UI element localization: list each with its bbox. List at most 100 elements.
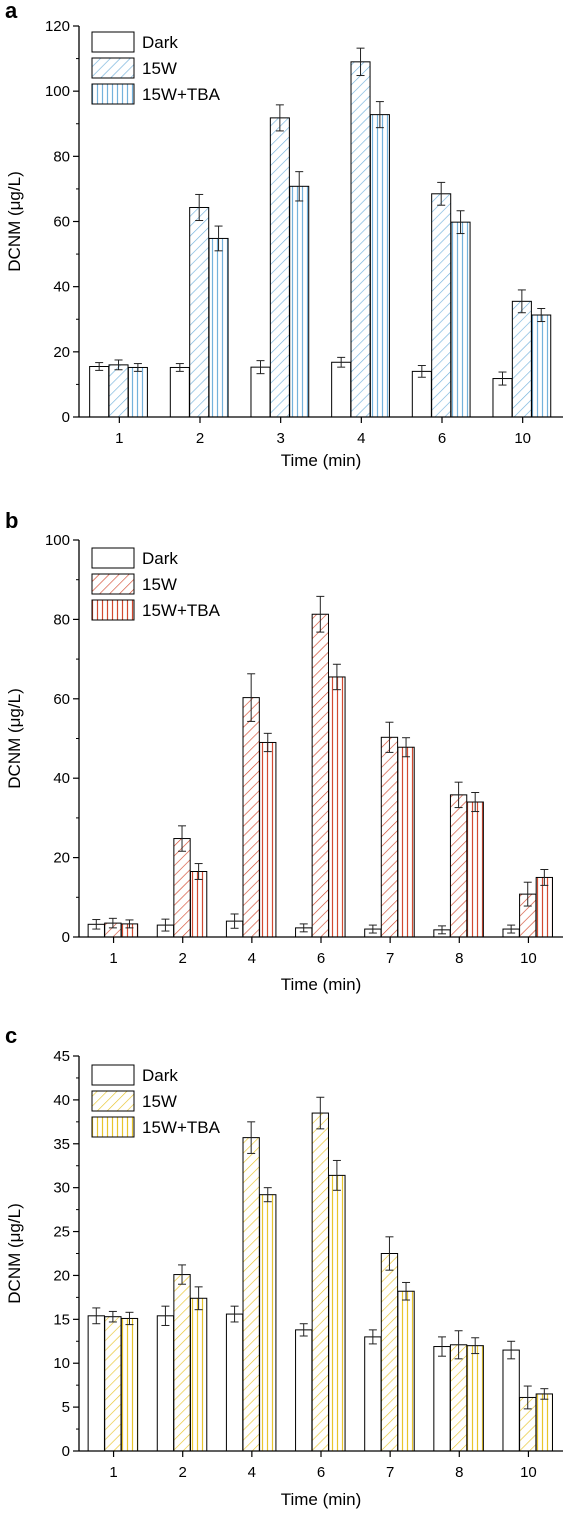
chart-panel-a: a 0 20 40 60 80 100 120 1 2 3 4 6 10 Time (min) DCNM (μ…	[5, 0, 563, 470]
x-tick-label: 10	[520, 1464, 537, 1481]
legend-label: Dark	[142, 549, 178, 568]
error-bar	[295, 171, 304, 202]
error-bar	[498, 371, 507, 386]
x-tick-label: 2	[179, 950, 187, 967]
legend-swatch-diagonal	[91, 1090, 135, 1112]
error-bar	[437, 181, 446, 206]
legend-label: 15W	[142, 59, 177, 78]
y-tick-label: 20	[53, 850, 70, 867]
bar-vertical-1	[120, 1317, 139, 1452]
error-bar	[178, 1264, 187, 1285]
error-bar	[299, 1323, 308, 1337]
error-bar	[356, 47, 365, 77]
y-tick-label: 120	[45, 18, 70, 35]
bar-diagonal-7	[380, 1253, 399, 1452]
x-tick-label: 8	[455, 1464, 463, 1481]
legend-label: Dark	[142, 33, 178, 52]
bar-diagonal-7	[380, 736, 399, 938]
error-bar	[256, 360, 265, 375]
panel-label: a	[5, 0, 18, 23]
bar-vertical-2	[189, 1297, 208, 1452]
x-axis-title: Time (min)	[281, 451, 362, 470]
error-bar	[507, 924, 516, 934]
bar-vertical-7	[397, 746, 415, 938]
error-bar	[194, 1286, 203, 1311]
error-bar	[540, 1388, 549, 1400]
error-bar	[133, 363, 142, 372]
y-tick-label: 5	[62, 1399, 70, 1416]
bar-none-6	[411, 370, 432, 418]
error-bar	[523, 881, 532, 907]
x-tick-label: 4	[248, 950, 256, 967]
legend-swatch-none	[91, 1064, 135, 1086]
error-bar	[230, 1305, 239, 1323]
bar-diagonal-1	[108, 364, 129, 418]
legend-label: 15W+TBA	[142, 85, 221, 104]
bar-none-10	[502, 1349, 520, 1452]
bar-diagonal-1	[104, 1316, 122, 1452]
legend-swatch-diagonal	[91, 57, 135, 79]
panel-label: b	[5, 508, 18, 533]
x-tick-label: 7	[386, 950, 394, 967]
y-tick-label: 10	[53, 1355, 70, 1372]
bar-vertical-6	[450, 221, 471, 418]
error-bar	[178, 825, 187, 852]
x-axis-title: Time (min)	[281, 975, 362, 994]
error-bar	[417, 365, 426, 378]
x-tick-label: 6	[317, 1464, 325, 1481]
x-tick-label: 6	[438, 430, 446, 447]
error-bar	[230, 913, 239, 929]
bar-vertical-6	[328, 1174, 346, 1452]
bar-none-8	[433, 1346, 451, 1452]
bar-diagonal-8	[449, 794, 468, 938]
error-bar	[263, 732, 272, 753]
bar-diagonal-2	[173, 838, 191, 938]
bar-none-2	[169, 366, 190, 418]
error-bar	[523, 1385, 532, 1410]
error-bar	[402, 1281, 411, 1301]
x-tick-label: 8	[455, 950, 463, 967]
y-tick-label: 20	[53, 344, 70, 361]
bar-none-1	[89, 366, 110, 418]
y-axis-title: DCNM (μg/L)	[5, 171, 24, 271]
chart-panel-c: c 0 5 10 15 20 25 30 35 40 45 1 2 4 6 7 8 10 Time (min) DCN…	[5, 1023, 563, 1509]
x-tick-label: 6	[317, 950, 325, 967]
bar-none-2	[156, 1315, 175, 1452]
bar-vertical-4	[369, 114, 390, 418]
y-axis-title: DCNM (μg/L)	[5, 1203, 24, 1303]
panel-label: c	[5, 1023, 17, 1048]
error-bar	[95, 362, 104, 371]
bar-vertical-7	[397, 1290, 415, 1452]
error-bar	[194, 863, 203, 880]
error-bar	[195, 193, 204, 222]
y-tick-label: 0	[62, 929, 70, 946]
error-bar	[108, 1310, 117, 1323]
bar-diagonal-2	[173, 1274, 191, 1452]
error-bar	[332, 663, 341, 691]
bar-vertical-8	[466, 801, 484, 938]
error-bar	[337, 356, 346, 368]
legend: Dark 15W 15W+TBA	[91, 31, 221, 105]
bar-vertical-2	[189, 871, 208, 938]
legend-swatch-vertical	[91, 1116, 135, 1138]
error-bar	[517, 289, 526, 314]
bar-vertical-1	[127, 366, 148, 418]
legend-label: 15W	[142, 1092, 177, 1111]
error-bar	[385, 721, 394, 753]
y-tick-label: 100	[45, 532, 70, 549]
error-bar	[92, 919, 101, 930]
y-tick-label: 15	[53, 1311, 70, 1328]
y-tick-label: 60	[53, 691, 70, 708]
error-bar	[247, 673, 256, 722]
error-bar	[402, 737, 411, 758]
error-bar	[438, 1336, 446, 1357]
error-bar	[161, 1305, 170, 1326]
error-bar	[161, 918, 170, 932]
legend-swatch-none	[91, 31, 135, 53]
legend-label: 15W+TBA	[142, 601, 221, 620]
error-bar	[471, 1337, 480, 1355]
x-tick-label: 4	[248, 1464, 256, 1481]
error-bar	[368, 1329, 377, 1345]
error-bar	[125, 1311, 134, 1326]
error-bar	[299, 923, 308, 933]
